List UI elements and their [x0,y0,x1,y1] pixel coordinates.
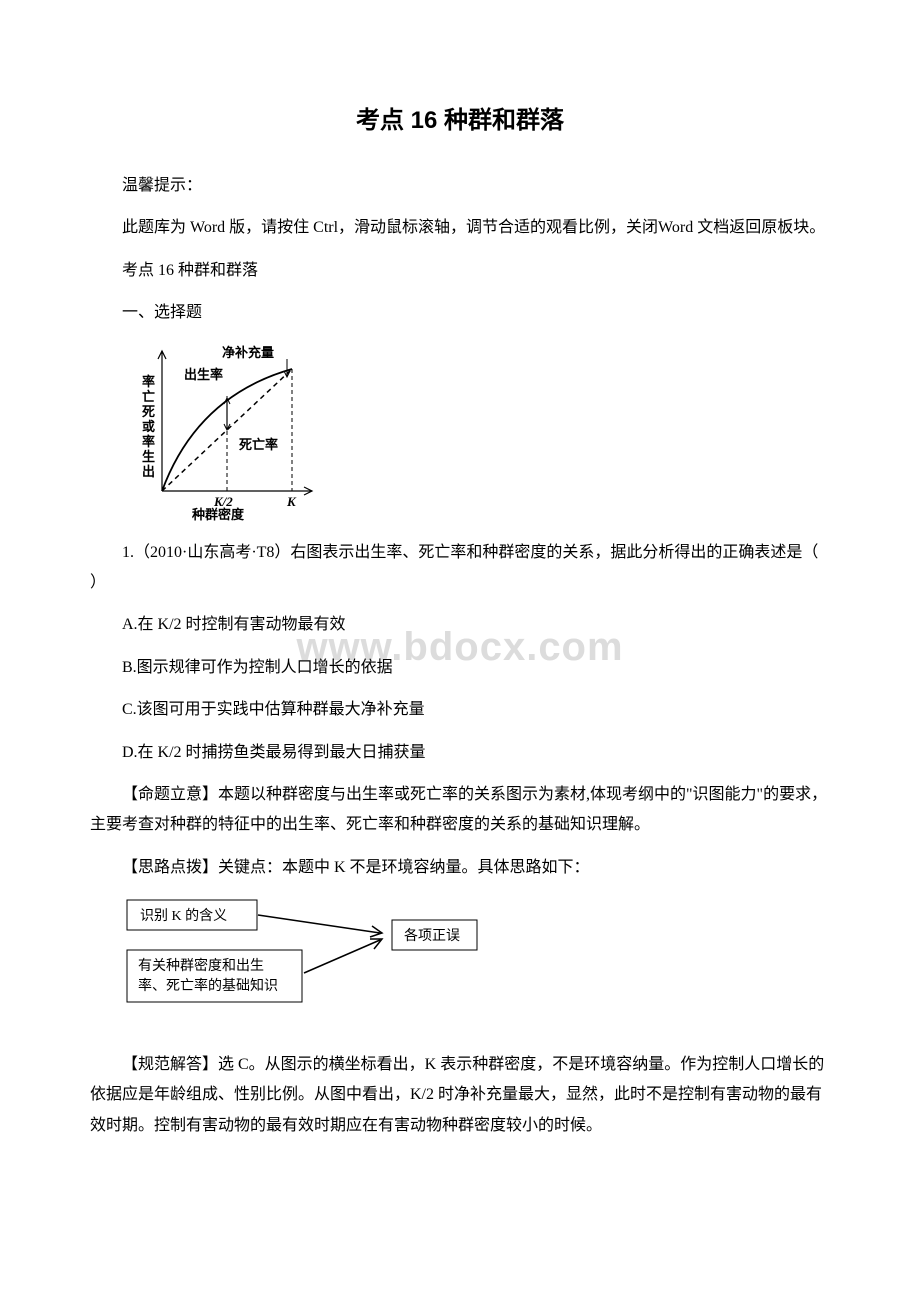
chart-ylabel-2: 生 [142,449,155,464]
birth-death-chart: 净补充量 出生率 死亡率 出 生 率 或 死 亡 率 K/2 K 种群密度 [122,341,830,526]
para-intent: 【命题立意】本题以种群密度与出生率或死亡率的关系图示为素材,体现考纲中的"识图能… [90,780,830,841]
chart-xlabel: 种群密度 [191,507,245,521]
chart-ylabel-1: 出 [142,464,155,479]
para-option-a: A.在 K/2 时控制有害动物最有效 [90,610,830,640]
para-hint-label: 温馨提示： [90,171,830,201]
page-title: 考点 16 种群和群落 [90,100,830,135]
para-keypoint: 【思路点拨】关键点：本题中 K 不是环境容纳量。具体思路如下： [90,853,830,883]
chart-ylabel-5: 死 [142,404,155,419]
chart-label-birth: 出生率 [184,367,223,382]
para-option-c: C.该图可用于实践中估算种群最大净补充量 [90,695,830,725]
flow-box3-text: 各项正误 [404,928,460,944]
para-topic: 考点 16 种群和群落 [90,256,830,286]
para-question: 1.（2010·山东高考·T8）右图表示出生率、死亡率和种群密度的关系，据此分析… [90,538,830,599]
chart-ylabel-4: 或 [142,419,155,434]
flow-box1-text: 识别 K 的含义 [140,908,227,924]
chart-ylabel-3: 率 [142,434,155,449]
para-option-b: B.图示规律可作为控制人口增长的依据 [90,653,830,683]
para-option-d: D.在 K/2 时捕捞鱼类最易得到最大日捕获量 [90,738,830,768]
chart-ylabel-7: 率 [142,374,155,389]
chart-label-net: 净补充量 [222,345,274,360]
chart-xtick-k: K [286,494,297,509]
flow-box2-line1: 有关种群密度和出生 [138,957,264,974]
para-hint-body: 此题库为 Word 版，请按住 Ctrl，滑动鼠标滚轴，调节合适的观看比例，关闭… [90,213,830,243]
flow-box2-line2: 率、死亡率的基础知识 [138,977,278,994]
chart-label-death: 死亡率 [239,437,278,452]
para-section-1: 一、选择题 [90,298,830,328]
chart-ylabel-6: 亡 [142,389,155,404]
flowchart-diagram: 识别 K 的含义 有关种群密度和出生 率、死亡率的基础知识 各项正误 [122,895,830,1020]
para-answer: 【规范解答】选 C。从图示的横坐标看出，K 表示种群密度，不是环境容纳量。作为控… [90,1050,830,1141]
